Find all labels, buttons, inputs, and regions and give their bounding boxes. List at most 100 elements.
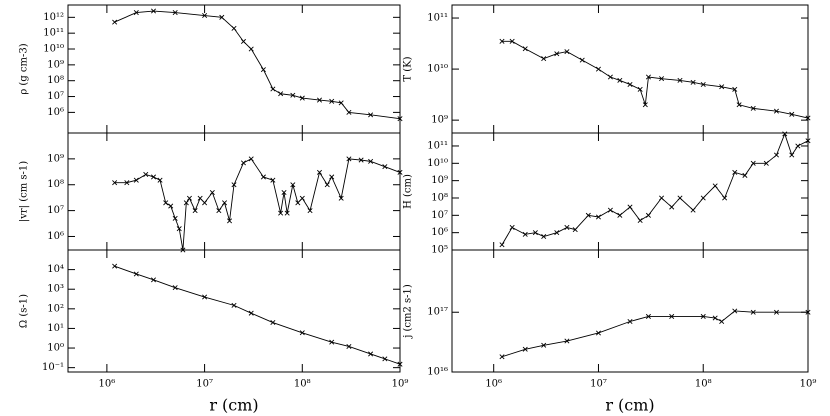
y-axis-label: j (cm2 s-1) xyxy=(403,284,414,339)
data-point xyxy=(742,172,748,178)
x-tick-label: 10⁷ xyxy=(590,379,607,390)
data-point xyxy=(579,57,585,63)
y-tick-label: 10⁷ xyxy=(431,210,448,221)
y-tick-label: 10⁷ xyxy=(47,205,64,216)
data-point xyxy=(789,152,795,158)
data-point xyxy=(281,190,287,196)
y-axis-label: |vr| (cm s-1) xyxy=(19,161,30,222)
data-point xyxy=(284,210,290,216)
data-point xyxy=(248,46,254,52)
y-tick-label: 10⁹ xyxy=(431,175,448,186)
data-point xyxy=(499,38,505,44)
x-axis-label: r (cm) xyxy=(605,396,654,415)
data-point xyxy=(564,49,570,55)
y-tick-label: 10⁵ xyxy=(431,245,448,256)
data-point xyxy=(299,330,305,336)
data-point xyxy=(700,195,706,201)
data-point xyxy=(124,180,130,186)
data-point xyxy=(397,361,403,367)
data-point xyxy=(637,86,643,92)
data-point xyxy=(499,354,505,360)
data-point xyxy=(627,204,633,210)
y-tick-label: 10¹¹ xyxy=(427,13,448,24)
data-point xyxy=(382,164,388,170)
data-point xyxy=(299,195,305,201)
data-point xyxy=(231,182,237,188)
y-tick-label: 10² xyxy=(47,303,64,314)
panel-frame xyxy=(451,249,809,373)
x-axis-label: r (cm) xyxy=(209,396,258,415)
data-point xyxy=(112,180,118,186)
y-tick-label: 10¹⁰ xyxy=(427,64,448,75)
data-point xyxy=(358,157,364,163)
data-point xyxy=(368,158,374,164)
data-point xyxy=(338,195,344,201)
data-point xyxy=(532,230,538,236)
data-point xyxy=(270,177,276,183)
data-point xyxy=(219,14,225,20)
data-point xyxy=(522,346,528,352)
data-point xyxy=(150,174,157,180)
data-point xyxy=(554,230,560,236)
data-point xyxy=(541,342,547,348)
data-point xyxy=(150,8,157,14)
data-point xyxy=(659,76,665,82)
y-tick-label: 10⁻¹ xyxy=(42,362,64,373)
data-point xyxy=(172,215,178,221)
data-point xyxy=(805,115,811,121)
data-point xyxy=(732,169,738,175)
data-point xyxy=(307,208,313,214)
y-tick-label: 10¹⁶ xyxy=(427,367,448,378)
y-tick-label: 10⁶ xyxy=(431,227,448,238)
data-point xyxy=(677,77,683,83)
y-tick-label: 10¹² xyxy=(43,12,64,23)
data-point xyxy=(186,195,192,201)
data-point xyxy=(595,330,601,336)
data-point xyxy=(397,169,403,175)
data-point xyxy=(192,208,198,214)
data-point xyxy=(700,81,706,87)
data-point xyxy=(133,177,139,183)
data-point xyxy=(316,97,323,103)
data-point xyxy=(750,105,756,111)
data-point xyxy=(541,56,547,62)
data-point xyxy=(690,207,696,213)
y-axis-label: Ω (s-1) xyxy=(19,294,30,328)
data-line xyxy=(114,158,401,251)
x-tick-label: 10⁹ xyxy=(392,379,409,390)
panel-frame xyxy=(451,4,809,134)
data-point xyxy=(712,183,718,189)
y-axis-label: T (K) xyxy=(403,56,414,81)
data-point xyxy=(627,318,633,325)
data-point xyxy=(795,143,801,149)
data-point xyxy=(133,271,139,277)
data-point xyxy=(564,224,570,230)
y-tick-label: 10⁸ xyxy=(47,179,64,190)
data-point xyxy=(750,309,756,315)
data-point xyxy=(595,66,601,72)
data-point xyxy=(346,109,352,115)
data-point xyxy=(789,111,795,117)
data-point xyxy=(642,102,648,108)
y-tick-label: 10¹¹ xyxy=(43,28,64,39)
y-tick-label: 10⁸ xyxy=(431,192,448,203)
data-point xyxy=(645,74,651,80)
data-point xyxy=(172,285,178,291)
data-point xyxy=(637,218,643,224)
panel-frame xyxy=(67,249,401,373)
y-tick-label: 10¹ xyxy=(47,323,64,334)
data-point xyxy=(278,91,284,97)
data-point xyxy=(700,313,706,319)
data-point xyxy=(627,81,633,87)
data-point xyxy=(645,313,651,319)
data-point xyxy=(617,77,623,83)
data-point xyxy=(183,200,189,206)
data-point xyxy=(773,152,779,158)
y-tick-label: 10¹⁰ xyxy=(43,44,64,55)
data-point xyxy=(329,98,335,104)
data-point xyxy=(690,79,696,85)
data-point xyxy=(176,226,182,232)
data-point xyxy=(669,204,675,210)
y-tick-label: 10¹⁷ xyxy=(427,307,448,318)
data-line xyxy=(114,265,401,365)
